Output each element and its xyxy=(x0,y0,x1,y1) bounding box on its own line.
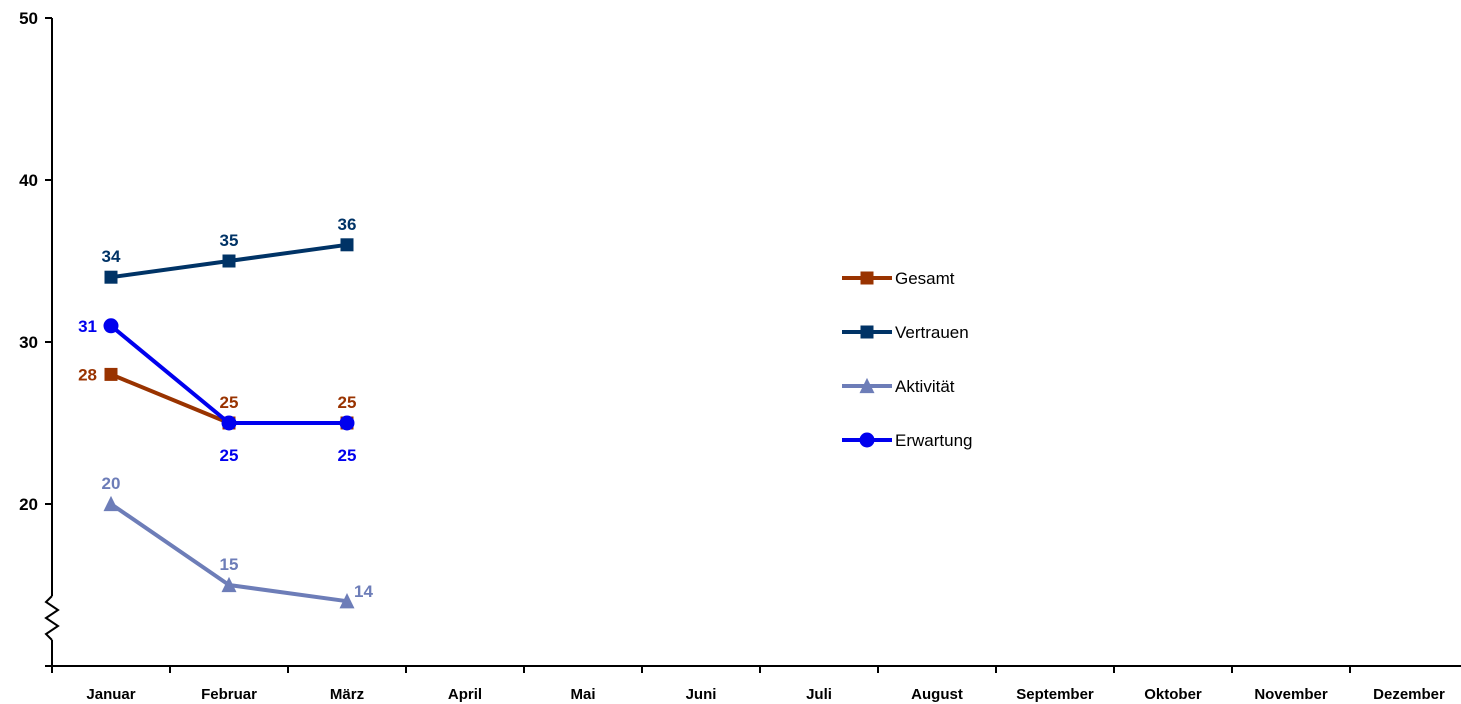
point-aktivitaet-februar xyxy=(221,576,237,593)
y-tick-label-50: 50 xyxy=(19,9,38,28)
point-aktivitaet-januar xyxy=(103,495,119,512)
x-tick-label-oktober: Oktober xyxy=(1144,686,1202,703)
x-tick-label-januar: Januar xyxy=(86,686,135,703)
data-label-gesamt-maerz: 25 xyxy=(338,393,357,412)
legend-item-erwartung: Erwartung xyxy=(842,431,972,450)
series-erwartung xyxy=(103,318,355,431)
x-tick-label-april: April xyxy=(448,686,482,703)
point-erwartung-maerz xyxy=(339,415,355,431)
series-aktivitaet xyxy=(103,495,355,609)
series-layer xyxy=(103,238,355,609)
series-vertrauen xyxy=(104,238,354,284)
y-tick-label-20: 20 xyxy=(19,495,38,514)
point-erwartung-januar xyxy=(103,318,119,334)
data-label-gesamt-januar: 28 xyxy=(78,365,97,384)
legend-marker-vertrauen xyxy=(860,325,874,339)
data-label-vertrauen-maerz: 36 xyxy=(338,215,357,234)
x-tick-label-dezember: Dezember xyxy=(1373,686,1445,703)
point-vertrauen-februar xyxy=(222,254,236,268)
point-erwartung-februar xyxy=(221,415,237,431)
x-tick-label-juni: Juni xyxy=(686,686,717,703)
legend-item-vertrauen: Vertrauen xyxy=(842,323,969,342)
legend-item-gesamt: Gesamt xyxy=(842,269,955,288)
legend-label-gesamt: Gesamt xyxy=(895,269,955,288)
data-label-aktivitaet-maerz: 14 xyxy=(354,582,373,601)
data-label-aktivitaet-januar: 20 xyxy=(102,474,121,493)
point-vertrauen-januar xyxy=(104,270,118,284)
y-tick-label-40: 40 xyxy=(19,171,38,190)
legend-marker-erwartung xyxy=(859,432,875,448)
legend-label-erwartung: Erwartung xyxy=(895,431,972,450)
axes: 20 30 40 50 Januar Februar März April Mai Juni Jul… xyxy=(19,9,1461,703)
axis-break-icon xyxy=(44,595,60,641)
x-tick-label-maerz: März xyxy=(330,686,364,703)
point-gesamt-januar xyxy=(104,367,118,381)
point-vertrauen-maerz xyxy=(340,238,354,252)
x-tick-label-august: August xyxy=(911,686,963,703)
y-tick-label-30: 30 xyxy=(19,333,38,352)
x-tick-label-mai: Mai xyxy=(570,686,595,703)
legend-marker-aktivitaet xyxy=(859,377,875,394)
data-label-erwartung-februar: 25 xyxy=(220,446,239,465)
data-label-aktivitaet-februar: 15 xyxy=(220,555,239,574)
data-label-vertrauen-januar: 34 xyxy=(102,247,121,266)
x-tick-label-juli: Juli xyxy=(806,686,832,703)
point-aktivitaet-maerz xyxy=(339,593,355,609)
x-tick-label-februar: Februar xyxy=(201,686,257,703)
data-label-vertrauen-februar: 35 xyxy=(220,231,239,250)
data-label-erwartung-januar: 31 xyxy=(78,317,97,336)
legend: Gesamt Vertrauen Aktivität Erwartung xyxy=(842,269,972,450)
data-label-gesamt-februar: 25 xyxy=(220,393,239,412)
legend-item-aktivitaet: Aktivität xyxy=(842,377,955,396)
data-labels: 20 15 14 34 35 36 28 25 25 31 25 25 xyxy=(78,215,373,601)
x-tick-label-september: September xyxy=(1016,686,1094,703)
legend-label-vertrauen: Vertrauen xyxy=(895,323,969,342)
legend-marker-gesamt xyxy=(860,271,874,285)
x-tick-label-november: November xyxy=(1254,686,1328,703)
legend-label-aktivitaet: Aktivität xyxy=(895,377,955,396)
data-label-erwartung-maerz: 25 xyxy=(338,446,357,465)
axis-break-mask xyxy=(43,596,61,640)
